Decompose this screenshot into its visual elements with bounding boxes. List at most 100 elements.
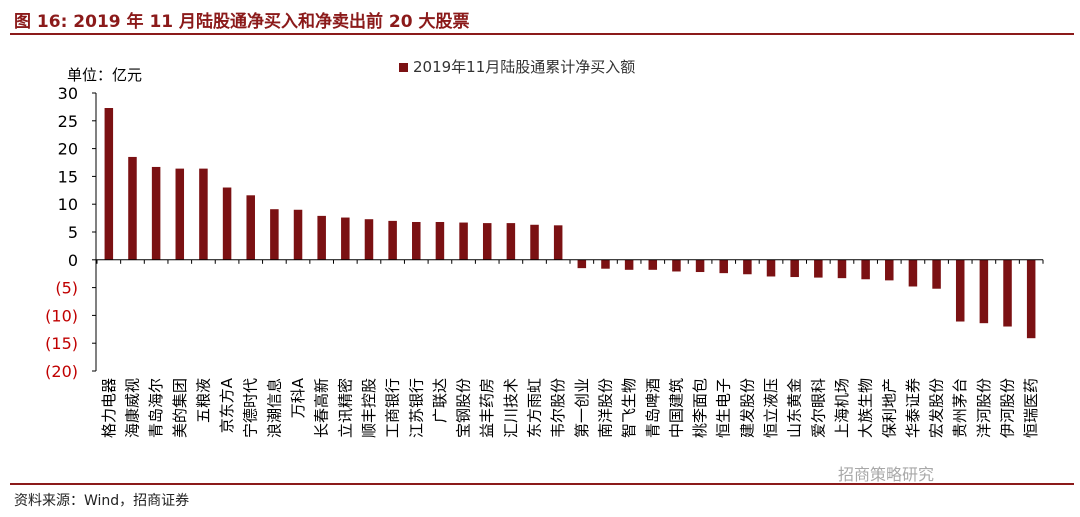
- bar-40: [1026, 259, 1036, 339]
- y-tick-label: (15): [45, 334, 78, 353]
- bar-27: [719, 259, 728, 274]
- x-category-label: 美的集团: [171, 378, 189, 438]
- x-category-label: 韦尔股份: [549, 378, 567, 438]
- bar-38: [979, 259, 989, 324]
- x-category-label: 桃李面包: [691, 378, 709, 438]
- x-category-label: 京东方A: [218, 377, 236, 433]
- bar-34: [885, 259, 894, 281]
- bar-20: [553, 225, 563, 260]
- x-category-label: 万科A: [289, 377, 307, 418]
- x-category-label: 青岛啤酒: [644, 378, 662, 438]
- y-axis: 30 25 20 15 10 5 0 (5) (10) (15) (20): [45, 84, 97, 381]
- bar-11: [341, 217, 350, 260]
- legend: 2019年11月陆股通累计净买入额: [399, 58, 635, 76]
- bar-30: [790, 259, 799, 278]
- y-tick-label: (5): [55, 279, 78, 298]
- x-category-label: 中国建筑: [667, 378, 685, 438]
- x-category-label: 恒立液压: [762, 378, 780, 438]
- bar-31: [814, 259, 823, 278]
- x-category-label: 山东黄金: [786, 378, 804, 438]
- x-category-label: 第一创业: [573, 378, 591, 438]
- x-axis: [96, 259, 1044, 264]
- x-category-label: 华泰证券: [904, 378, 922, 438]
- source-note: 资料来源：Wind，招商证券: [14, 493, 190, 509]
- bar-37: [955, 259, 965, 322]
- bar-24: [648, 259, 658, 270]
- legend-label: 2019年11月陆股通累计净买入额: [413, 58, 635, 76]
- x-category-label: 伊河股份: [999, 378, 1017, 438]
- x-category-label: 浪潮信息: [265, 378, 283, 438]
- bar-15: [435, 221, 445, 260]
- bar-chart: 单位：亿元 2019年11月陆股通累计净买入额 30 25 20 15 10 5 0 (5) (…: [45, 58, 1044, 438]
- x-category-label: 大族生物: [857, 378, 875, 438]
- bar-16: [459, 222, 468, 260]
- y-tick-label: 10: [58, 195, 78, 214]
- bar-36: [932, 259, 941, 289]
- bar-23: [624, 259, 634, 270]
- bar-33: [861, 259, 870, 280]
- bar-3: [151, 166, 161, 260]
- x-category-label: 江苏银行: [407, 378, 425, 438]
- x-category-label: 工商银行: [384, 378, 402, 438]
- bar-32: [837, 259, 847, 279]
- x-category-label: 宝钢股份: [455, 378, 473, 438]
- bar-35: [908, 259, 918, 287]
- x-category-label: 智飞生物: [620, 378, 638, 438]
- bar-18: [506, 223, 516, 260]
- y-tick-label: 25: [58, 112, 78, 131]
- y-tick-label: (10): [45, 306, 78, 325]
- x-category-label: 爱尔眼科: [809, 378, 827, 438]
- bar-4: [175, 168, 185, 260]
- y-tick-label: 15: [58, 167, 78, 186]
- bar-13: [388, 220, 397, 260]
- x-category-label: 立讯精密: [336, 378, 354, 438]
- x-category-label: 广联达: [431, 378, 449, 423]
- x-category-label: 洋河股份: [975, 378, 993, 438]
- unit-label: 单位：亿元: [67, 66, 142, 84]
- y-tick-label: 0: [68, 251, 78, 270]
- x-category-label: 海康威视: [123, 378, 141, 438]
- bar-6: [222, 187, 232, 260]
- x-axis-labels: 格力电器 海康威视 青岛海尔 美的集团 五粮液 京东方A 宁德时代 浪潮信息 万科A 长春高新 立讯…: [100, 377, 1040, 438]
- x-category-label: 五粮液: [194, 378, 212, 423]
- bar-17: [482, 223, 492, 260]
- bar-25: [672, 259, 681, 272]
- x-category-label: 长春高新: [313, 378, 331, 438]
- bar-10: [317, 215, 326, 260]
- y-tick-label: 30: [58, 84, 78, 103]
- x-category-label: 益丰药房: [478, 378, 496, 438]
- bar-9: [293, 209, 303, 260]
- y-tick-label: 20: [58, 140, 78, 159]
- bar-19: [530, 224, 539, 260]
- x-category-label: 贵州茅台: [951, 378, 969, 438]
- y-tick-label: (20): [45, 362, 78, 381]
- x-category-label: 南洋股份: [596, 378, 614, 438]
- bar-7: [246, 195, 255, 260]
- title-divider: [10, 33, 1074, 35]
- x-category-label: 宏发股份: [928, 378, 946, 438]
- x-category-label: 顺丰控股: [360, 378, 378, 438]
- x-category-label: 上海机场: [833, 378, 851, 438]
- x-category-label: 东方雨虹: [526, 378, 544, 438]
- bar-14: [412, 221, 421, 260]
- bar-39: [1003, 259, 1012, 327]
- x-category-label: 恒瑞医药: [1022, 378, 1040, 438]
- legend-swatch: [399, 63, 408, 72]
- bar-21: [577, 259, 587, 269]
- bar-8: [270, 209, 279, 260]
- bar-2: [128, 156, 137, 260]
- x-category-label: 格力电器: [100, 378, 118, 438]
- source-divider: [10, 483, 1074, 485]
- watermark-text: 招商策略研究: [838, 465, 935, 484]
- bar-1: [104, 108, 114, 260]
- bar-22: [601, 259, 610, 269]
- x-category-label: 保利地产: [880, 378, 898, 438]
- unit-label-group: 单位：亿元: [67, 66, 142, 84]
- bar-28: [743, 259, 752, 275]
- bar-5: [199, 168, 208, 260]
- bar-26: [695, 259, 705, 273]
- x-category-label: 建发股份: [738, 378, 756, 438]
- bars: [104, 108, 1036, 339]
- figure-title: 图 16: 2019 年 11 月陆股通净买入和净卖出前 20 大股票: [14, 12, 470, 32]
- x-category-label: 恒生电子: [715, 378, 733, 438]
